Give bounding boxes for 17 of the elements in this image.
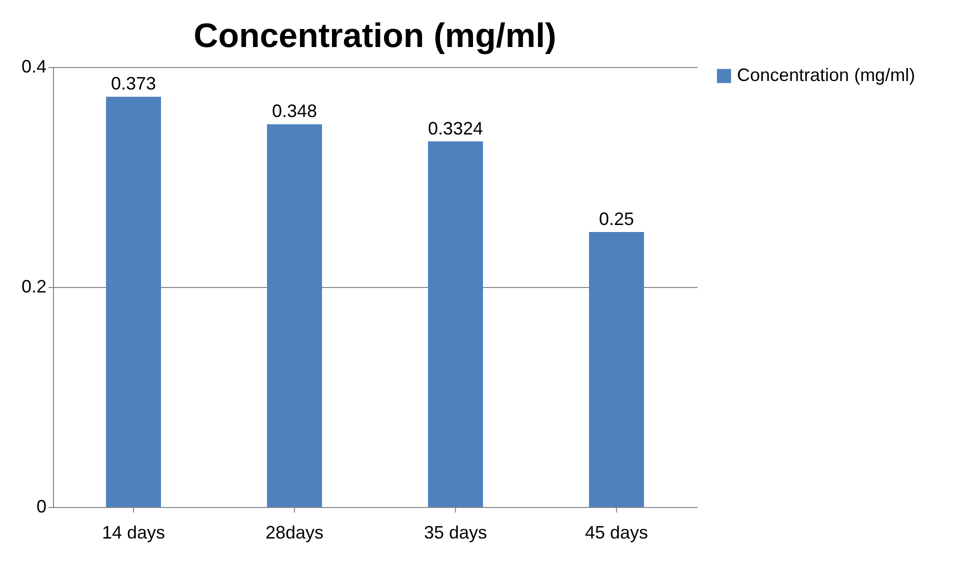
x-tick-label: 14 days (102, 522, 166, 542)
chart-title: Concentration (mg/ml) (194, 17, 556, 55)
legend-label: Concentration (mg/ml) (737, 65, 916, 85)
y-tick-label: 0.4 (21, 56, 46, 76)
bar (106, 96, 161, 507)
bar (589, 232, 644, 507)
y-tick-label: 0.2 (21, 276, 46, 296)
bar (267, 124, 322, 507)
data-label: 0.373 (110, 74, 156, 94)
x-tick-label: 45 days (584, 522, 648, 542)
data-label: 0.348 (272, 101, 318, 122)
x-tick-label: 35 days (424, 522, 488, 542)
bar (428, 141, 483, 507)
x-tick-label: 28days (265, 522, 324, 542)
data-label: 0.3324 (428, 118, 484, 138)
y-tick-label: 0 (36, 496, 46, 516)
data-label: 0.25 (598, 209, 634, 229)
